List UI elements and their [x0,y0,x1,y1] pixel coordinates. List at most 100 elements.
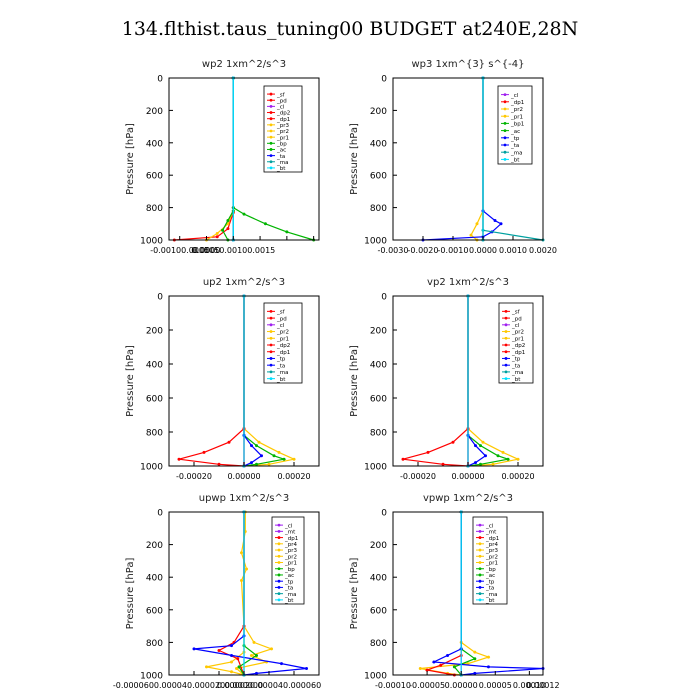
data-point-pr2 [205,665,208,669]
data-point-pr1 [516,457,520,461]
legend-label-ma: _ma [284,592,296,598]
legend-marker-ma [504,370,508,374]
data-point-pr1 [491,462,495,466]
series-line-dp1 [178,296,245,467]
y-tick-label: 200 [146,107,163,117]
y-tick-label: 1000 [364,463,387,473]
data-point-pr1 [501,450,505,454]
y-tick-label: 200 [370,327,387,337]
y-tick-label: 0 [381,293,387,303]
legend-marker-pr2 [269,129,273,133]
legend-label-ta: _ta [276,363,285,369]
legend-marker-ta [478,586,482,589]
legend-label-pr2: _pr2 [485,554,498,560]
data-point-pr1 [466,662,470,666]
data-point-tp [473,671,477,675]
x-tick-label: 0.00005 [479,681,512,690]
y-tick-label: 400 [146,361,163,371]
legend-marker-dp2 [504,343,508,347]
x-tick-label: -0.0000600.000040.000020 [113,681,225,690]
legend-marker-dp1 [503,100,507,104]
legend-label-pd: _pd [511,316,522,322]
data-point-tp [230,644,233,648]
data-point-pr1 [292,457,296,461]
data-point-bp [285,230,289,234]
x-tick-label: 0.00012 [526,681,559,690]
y-tick-label: 1000 [140,237,163,247]
data-point-ta [474,461,477,465]
data-point-ta [499,222,503,226]
legend-marker-ac [478,573,482,577]
x-tick-label: -0.0010 [438,246,469,255]
legend-marker-cl [504,323,508,327]
legend-label-pr1: _pr1 [510,114,523,120]
data-point-pr1 [270,647,273,651]
data-point-ac [255,444,258,448]
legend-marker-ma [277,592,281,596]
x-tick-label: 0.00020 [277,472,310,481]
legend-label-bt: _bt [276,377,286,383]
y-axis-label: Pressure [hPa] [125,345,136,417]
series-line-pr2 [206,512,245,676]
legend-marker-pd [269,316,273,320]
legend-label-cl: _cl [276,105,285,111]
legend-marker-bt [269,377,273,381]
legend-marker-tp [503,136,507,140]
legend-label-sf: _sf [276,92,286,98]
legend-marker-pr2 [504,330,508,333]
series-line-pr1 [470,78,484,241]
y-tick-label: 0 [157,75,163,85]
x-tick-label: 0.00020 [501,472,534,481]
data-point-dp1 [217,462,221,466]
legend-marker-pr4 [478,542,482,546]
x-tick-label: -0.0030 [378,246,409,255]
data-point-dp1 [177,457,181,461]
data-point-ta [474,444,477,448]
legend-marker-dp1 [504,350,508,354]
y-tick-label: 1000 [140,672,163,682]
chart-title: vp2 1xm^2/s^3 [427,277,509,288]
legend-marker-pr1 [277,561,281,564]
data-point-tp [255,671,258,675]
series-line-dp1 [402,296,469,467]
chart-title: upwp 1xm^2/s^3 [199,493,289,504]
data-point-ac [272,454,276,458]
legend-marker-ta [269,154,273,158]
x-tick-label: -0.00020 [176,472,212,481]
series-line-ta [243,296,263,467]
data-point-bp [242,212,246,216]
legend-label-mt: _mt [284,530,296,536]
legend-marker-tp [277,579,281,583]
series-line-ta [467,296,487,467]
legend-marker-bt [277,598,281,602]
legend-label-pr4: _pr4 [284,542,298,548]
legend-marker-pr2 [277,554,281,558]
legend-marker-bt [478,598,482,602]
x-tick-label: -0.00005 [409,681,445,690]
legend-label-pr3: _pr3 [276,123,290,129]
page-title: 134.flthist.taus_tuning00 BUDGET at240E,… [121,18,579,40]
legend-label-dp1: _dp1 [276,350,290,356]
legend-label-tp: _tp [511,357,521,363]
legend-marker-bt [503,158,507,161]
legend-marker-cl [269,104,273,108]
chart-title: vpwp 1xm^2/s^3 [423,493,513,504]
y-tick-label: 400 [146,139,163,149]
data-point-tp [446,653,450,657]
data-point-ac [237,665,241,669]
y-axis-label: Pressure [hPa] [125,558,136,630]
legend-marker-pr2 [478,554,482,558]
legend-marker-pr1 [269,135,273,139]
legend-label-pr2: _pr2 [510,107,523,113]
legend-label-mt: _mt [485,530,497,536]
legend-label-sf: _sf [276,310,286,316]
legend-marker-dp1 [277,536,281,539]
data-point-tp [230,653,233,657]
data-point-pr1 [277,450,281,454]
y-tick-label: 600 [146,172,163,182]
data-point-ta [484,454,487,458]
legend-marker-pr4 [277,542,281,546]
legend-label-tp: _tp [276,357,286,363]
plot-frame [168,77,320,241]
series-line-ta [422,78,503,241]
